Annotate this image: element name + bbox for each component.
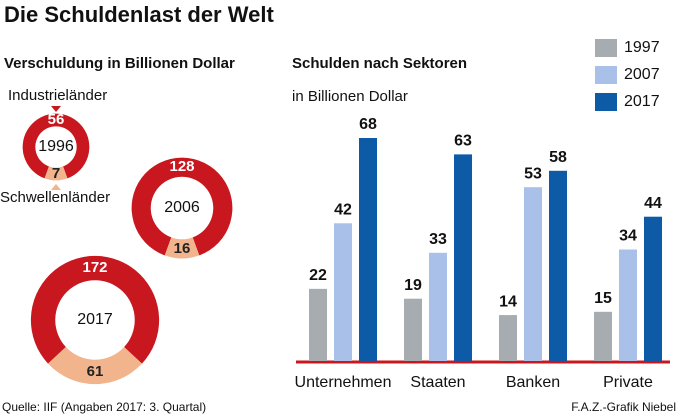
value-label: 44 [644, 195, 662, 212]
donut-segment [131, 157, 233, 256]
donut-title: Verschuldung in Billionen Dollar [4, 55, 235, 72]
donut-year: 2017 [77, 311, 113, 328]
legend-label: 1997 [624, 39, 660, 56]
value-label: 56 [48, 111, 65, 128]
bar [359, 138, 377, 361]
bar [499, 315, 517, 361]
value-label: 33 [429, 231, 447, 248]
value-label: 15 [594, 290, 612, 307]
bar [429, 252, 447, 361]
x-tick-label: Unternehmen [295, 374, 392, 391]
legend-swatch [595, 66, 617, 84]
value-label: 128 [169, 158, 194, 175]
donut-segment [44, 166, 68, 181]
legend-label: 2007 [624, 66, 660, 83]
value-label: 172 [82, 259, 107, 276]
donut-segment [30, 255, 160, 364]
donut-year: 2006 [164, 199, 200, 216]
value-label: 7 [52, 165, 60, 182]
value-label: 53 [524, 165, 542, 182]
x-tick-label: Staaten [410, 374, 465, 391]
legend-swatch [595, 39, 617, 57]
donut-year: 1996 [38, 138, 74, 155]
value-label: 68 [359, 116, 377, 133]
bar [549, 170, 567, 361]
value-label: 34 [619, 228, 637, 245]
bar [309, 288, 327, 361]
value-label: 16 [174, 240, 191, 257]
legend-swatch [595, 93, 617, 111]
bar [454, 154, 472, 361]
value-label: 14 [499, 293, 517, 310]
value-label: 63 [454, 133, 472, 150]
bar [404, 298, 422, 361]
bar-title: Schulden nach Sektoren [292, 55, 467, 72]
category-label: Industrieländer [8, 87, 107, 104]
value-label: 22 [309, 267, 327, 284]
x-tick-label: Private [603, 374, 653, 391]
category-label: Schwellenländer [0, 189, 110, 206]
donut-segment [48, 347, 142, 385]
bar [334, 223, 352, 361]
donut-segment [164, 237, 200, 259]
donut-segment [22, 113, 90, 179]
pointer [51, 106, 61, 112]
value-label: 58 [549, 149, 567, 166]
legend-label: 2017 [624, 93, 660, 110]
bar-subtitle: in Billionen Dollar [292, 88, 408, 105]
bar [619, 249, 637, 361]
credit: F.A.Z.-Grafik Niebel [571, 400, 676, 414]
pointer [51, 184, 61, 190]
source: Quelle: IIF (Angaben 2017: 3. Quartal) [2, 400, 206, 414]
value-label: 42 [334, 201, 352, 218]
bar [524, 187, 542, 361]
x-tick-label: Banken [506, 374, 560, 391]
bar [594, 311, 612, 361]
page-title: Die Schuldenlast der Welt [4, 2, 274, 27]
bar [644, 216, 662, 361]
value-label: 61 [87, 363, 104, 380]
value-label: 19 [404, 277, 422, 294]
